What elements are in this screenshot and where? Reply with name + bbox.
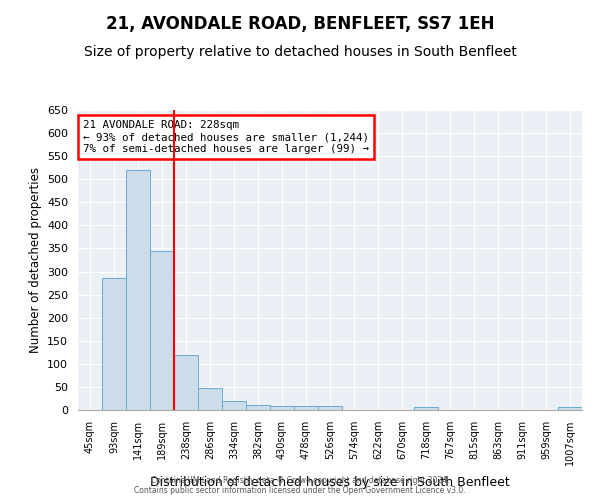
Bar	[414, 407, 438, 410]
Bar	[126, 170, 150, 410]
Bar	[174, 354, 198, 410]
Text: 21, AVONDALE ROAD, BENFLEET, SS7 1EH: 21, AVONDALE ROAD, BENFLEET, SS7 1EH	[106, 15, 494, 33]
Bar	[270, 406, 294, 410]
Text: Size of property relative to detached houses in South Benfleet: Size of property relative to detached ho…	[83, 45, 517, 59]
Bar	[198, 388, 222, 410]
Bar	[318, 406, 342, 410]
Y-axis label: Number of detached properties: Number of detached properties	[29, 167, 41, 353]
Bar	[246, 406, 270, 410]
Text: Contains HM Land Registry data © Crown copyright and database right 2024.
Contai: Contains HM Land Registry data © Crown c…	[134, 476, 466, 495]
Bar	[150, 251, 174, 410]
Text: 21 AVONDALE ROAD: 228sqm
← 93% of detached houses are smaller (1,244)
7% of semi: 21 AVONDALE ROAD: 228sqm ← 93% of detach…	[83, 120, 369, 154]
Bar	[294, 406, 318, 410]
X-axis label: Distribution of detached houses by size in South Benfleet: Distribution of detached houses by size …	[150, 476, 510, 489]
Bar	[222, 401, 246, 410]
Bar	[558, 407, 582, 410]
Bar	[102, 278, 126, 410]
